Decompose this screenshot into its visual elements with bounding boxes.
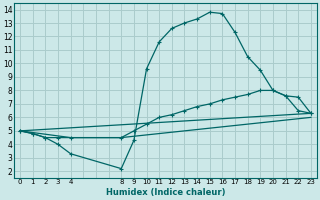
X-axis label: Humidex (Indice chaleur): Humidex (Indice chaleur) — [106, 188, 225, 197]
